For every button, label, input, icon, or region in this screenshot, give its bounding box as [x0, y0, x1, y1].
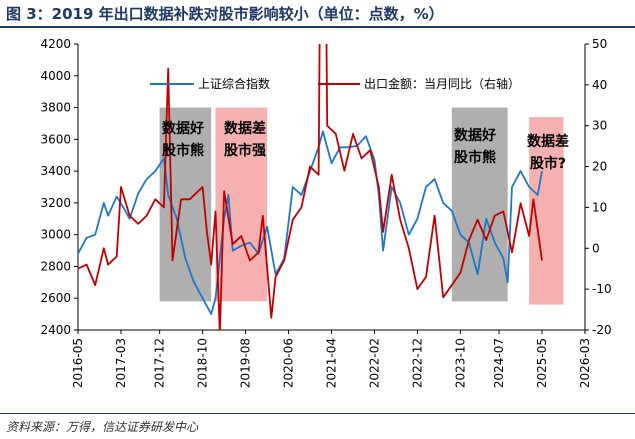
annotation-label-2: 股市强 — [224, 142, 266, 159]
x-tick-label: 2025-05 — [535, 338, 549, 388]
x-tick-label: 2022-12 — [410, 338, 424, 388]
annotation-zone-1 — [159, 107, 212, 302]
y-right-tick-label: 30 — [592, 119, 607, 133]
y-left-tick-label: 4200 — [40, 37, 71, 51]
x-tick-label: 2026-03 — [578, 338, 592, 388]
x-tick-label: 2021-04 — [325, 338, 339, 388]
series-line-export — [78, 44, 543, 330]
y-left-tick-label: 3600 — [40, 132, 71, 146]
legend-label-index: 上证综合指数 — [198, 76, 270, 91]
y-right-tick-label: 20 — [592, 160, 607, 174]
annotation-label-1: 数据好 — [162, 120, 204, 137]
y-right-tick-label: -20 — [592, 323, 612, 337]
annotation-label-3: 数据好 — [454, 127, 496, 144]
y-right-tick-label: -10 — [592, 282, 612, 296]
y-right-tick-label: 50 — [592, 37, 607, 51]
source-note: 资料来源：万得，信达证券研发中心 — [6, 420, 199, 434]
x-tick-label: 2024-07 — [492, 338, 506, 388]
x-tick-label: 2016-05 — [71, 338, 85, 388]
y-left-tick-label: 3800 — [40, 101, 71, 115]
y-left-tick-label: 3000 — [40, 228, 71, 242]
annotation-label-3: 股市熊 — [454, 149, 496, 166]
annotation-label-1: 股市熊 — [162, 142, 204, 159]
x-tick-label: 2019-08 — [239, 338, 253, 388]
y-right-tick-label: 40 — [592, 78, 607, 92]
y-left-tick-label: 3400 — [40, 164, 71, 178]
y-right-tick-label: 0 — [592, 241, 600, 255]
annotation-label-4: 股市? — [530, 155, 566, 172]
source-divider — [0, 413, 635, 414]
y-left-tick-label: 2600 — [40, 291, 71, 305]
y-left-tick-label: 2800 — [40, 259, 71, 273]
chart-canvas: 2400 2600 2800 3000 3200 3400 3600 3800 4000 4200… — [40, 37, 612, 388]
legend-label-export: 出口金额：当月同比（右轴） — [364, 76, 520, 91]
x-tick-label: 2017-12 — [153, 338, 167, 388]
x-tick-label: 2018-10 — [196, 338, 210, 388]
y-right-tick-label: 10 — [592, 200, 607, 214]
y-left-tick-label: 2400 — [40, 323, 71, 337]
x-tick-label: 2022-02 — [367, 338, 381, 388]
x-tick-label: 2020-06 — [282, 338, 296, 388]
y-left-tick-label: 3200 — [40, 196, 71, 210]
title-divider — [0, 26, 635, 28]
x-tick-label: 2017-03 — [114, 338, 128, 388]
y-left-tick-label: 4000 — [40, 69, 71, 83]
chart-title: 图 3：2019 年出口数据补跌对股市影响较小（单位：点数，%） — [6, 5, 444, 23]
annotation-label-2: 数据差 — [224, 120, 266, 137]
annotation-label-4: 数据差 — [527, 133, 569, 150]
x-tick-label: 2023-10 — [453, 338, 467, 388]
